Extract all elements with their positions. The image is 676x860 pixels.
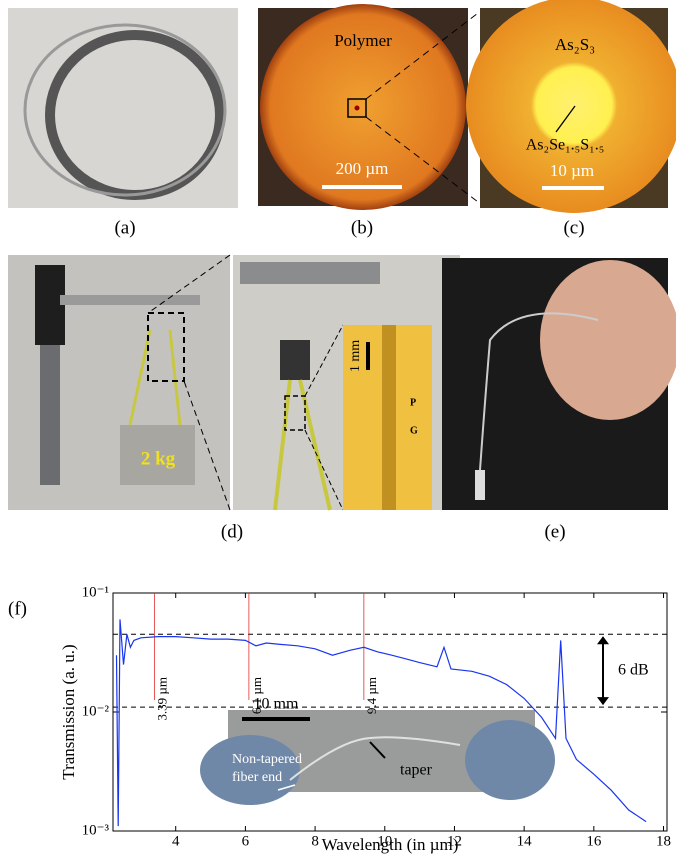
marker-label: 6.1 µm	[249, 677, 264, 714]
x-tick-label: 4	[172, 833, 180, 849]
x-axis-label: Wavelength (in µm)	[322, 835, 459, 854]
inset-pad	[465, 720, 555, 800]
x-tick-label: 16	[586, 833, 602, 849]
fiber-image	[382, 325, 396, 510]
weight-label: 2 kg	[141, 448, 176, 469]
scale-label: 1 mm	[348, 340, 363, 372]
x-tick-label: 8	[311, 833, 319, 849]
core-cross-section	[466, 0, 676, 213]
arrow-head	[597, 636, 609, 644]
panel-label: (c)	[563, 217, 584, 238]
marker-label: G	[410, 425, 418, 436]
x-tick-label: 18	[656, 833, 671, 849]
panel-label: (b)	[351, 217, 373, 238]
cladding-label: As₂S₃	[555, 35, 595, 54]
post	[40, 345, 60, 485]
x-tick-label: 6	[242, 833, 250, 849]
y-axis-label: Transmission (a. u.)	[59, 644, 78, 779]
arrow-head	[597, 697, 609, 705]
panel-label: (d)	[221, 521, 243, 542]
y-tick-label: 10⁻³	[82, 822, 110, 838]
marker-label: 3.39 µm	[154, 677, 169, 721]
y-tick-label: 10⁻²	[82, 703, 110, 719]
scale-label: 10 µm	[550, 161, 594, 180]
range-label: 6 dB	[618, 661, 649, 678]
x-tick-label: 14	[517, 833, 533, 849]
panel-label: (a)	[114, 217, 135, 238]
rod	[60, 295, 200, 305]
marker-label: P	[410, 397, 416, 408]
core	[355, 106, 360, 111]
inset-label: taper	[400, 762, 433, 779]
panel-label: (e)	[544, 521, 565, 542]
clamp	[280, 340, 310, 380]
panel-label: (f)	[8, 598, 27, 619]
y-tick-label: 10⁻¹	[82, 584, 109, 600]
rod	[240, 262, 380, 284]
scale-label: 200 µm	[336, 159, 389, 178]
hand	[540, 260, 676, 420]
material-label: Polymer	[334, 31, 392, 50]
ferrule	[475, 470, 485, 500]
figure: (a) Polymer 200 µm (b) As₂S₃ As₂Se₁.₅S₁.…	[0, 0, 676, 855]
marker-label: 9.4 µm	[364, 677, 379, 714]
core-label: As₂Se₁.₅S₁.₅	[526, 137, 605, 154]
